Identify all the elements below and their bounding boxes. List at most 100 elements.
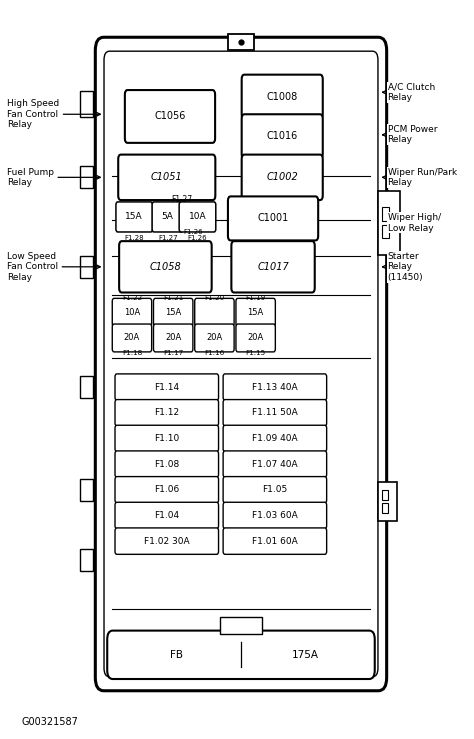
- Text: F1.16: F1.16: [204, 350, 225, 355]
- Text: PCM Power
Relay: PCM Power Relay: [383, 125, 437, 145]
- FancyBboxPatch shape: [223, 503, 327, 528]
- FancyBboxPatch shape: [231, 241, 315, 293]
- Text: F1.21: F1.21: [163, 295, 183, 301]
- Bar: [378, 191, 401, 255]
- FancyBboxPatch shape: [223, 477, 327, 503]
- Text: Low Speed
Fan Control
Relay: Low Speed Fan Control Relay: [8, 252, 100, 282]
- Bar: [220, 617, 262, 633]
- Text: C1008: C1008: [266, 92, 298, 102]
- FancyBboxPatch shape: [118, 154, 215, 200]
- Text: F1.08: F1.08: [154, 460, 179, 469]
- Text: F1.28: F1.28: [125, 235, 144, 241]
- Text: F1.27: F1.27: [171, 195, 192, 204]
- FancyBboxPatch shape: [154, 324, 193, 352]
- FancyBboxPatch shape: [115, 503, 219, 528]
- FancyBboxPatch shape: [154, 299, 193, 326]
- Text: F1.12: F1.12: [154, 408, 179, 418]
- Text: F1.01 60A: F1.01 60A: [252, 537, 298, 545]
- FancyBboxPatch shape: [112, 324, 152, 352]
- Text: C1001: C1001: [257, 214, 289, 223]
- FancyBboxPatch shape: [115, 374, 219, 401]
- Text: F1.13 40A: F1.13 40A: [252, 383, 298, 392]
- FancyBboxPatch shape: [223, 528, 327, 554]
- FancyBboxPatch shape: [115, 400, 219, 426]
- Text: 15A: 15A: [165, 307, 182, 317]
- Text: 175A: 175A: [292, 650, 319, 660]
- Text: C1051: C1051: [151, 172, 182, 183]
- FancyBboxPatch shape: [179, 202, 216, 232]
- Text: Wiper High/
Low Relay: Wiper High/ Low Relay: [388, 213, 441, 233]
- FancyBboxPatch shape: [236, 324, 275, 352]
- FancyBboxPatch shape: [236, 299, 275, 326]
- Bar: [228, 34, 254, 50]
- Text: F1.26: F1.26: [183, 228, 203, 235]
- Text: 20A: 20A: [165, 333, 182, 342]
- FancyBboxPatch shape: [223, 400, 327, 426]
- FancyBboxPatch shape: [242, 115, 323, 158]
- FancyBboxPatch shape: [107, 630, 375, 679]
- FancyBboxPatch shape: [152, 202, 183, 232]
- FancyBboxPatch shape: [115, 477, 219, 503]
- FancyBboxPatch shape: [223, 451, 327, 477]
- Text: C1002: C1002: [266, 172, 298, 183]
- Bar: [80, 479, 93, 501]
- Text: F1.19: F1.19: [246, 295, 266, 301]
- Bar: [382, 490, 388, 500]
- Text: High Speed
Fan Control
Relay: High Speed Fan Control Relay: [8, 99, 100, 129]
- Text: F1.04: F1.04: [154, 511, 179, 520]
- Bar: [80, 549, 93, 571]
- Text: 10A: 10A: [124, 307, 140, 317]
- Text: F1.17: F1.17: [163, 350, 183, 355]
- Text: 20A: 20A: [247, 333, 264, 342]
- Text: F1.02 30A: F1.02 30A: [144, 537, 190, 545]
- Text: F1.03 60A: F1.03 60A: [252, 511, 298, 520]
- FancyBboxPatch shape: [125, 90, 215, 143]
- Text: 15A: 15A: [126, 212, 143, 222]
- Text: A/C Clutch
Relay: A/C Clutch Relay: [383, 83, 435, 102]
- Text: 15A: 15A: [247, 307, 264, 317]
- FancyBboxPatch shape: [112, 299, 152, 326]
- Bar: [382, 208, 390, 221]
- Bar: [80, 256, 93, 278]
- Bar: [382, 503, 388, 514]
- Bar: [378, 483, 397, 520]
- Text: F1.10: F1.10: [154, 434, 179, 443]
- FancyBboxPatch shape: [119, 241, 212, 293]
- Text: C1016: C1016: [266, 132, 298, 141]
- Text: F1.07 40A: F1.07 40A: [252, 460, 298, 469]
- Text: Wiper Run/Park
Relay: Wiper Run/Park Relay: [383, 168, 457, 187]
- Text: F1.18: F1.18: [122, 350, 142, 355]
- FancyBboxPatch shape: [223, 374, 327, 401]
- Text: F1.09 40A: F1.09 40A: [252, 434, 298, 443]
- FancyBboxPatch shape: [242, 154, 323, 200]
- Text: 10A: 10A: [189, 212, 206, 222]
- Text: C1017: C1017: [257, 262, 289, 272]
- Text: C1058: C1058: [149, 262, 181, 272]
- Text: 20A: 20A: [124, 333, 140, 342]
- Bar: [80, 91, 93, 118]
- Text: F1.27: F1.27: [158, 235, 177, 241]
- Text: F1.11 50A: F1.11 50A: [252, 408, 298, 418]
- FancyBboxPatch shape: [116, 202, 153, 232]
- FancyBboxPatch shape: [242, 75, 323, 119]
- Text: Starter
Relay
(11450): Starter Relay (11450): [383, 252, 423, 282]
- Text: G00321587: G00321587: [21, 718, 78, 727]
- FancyBboxPatch shape: [95, 37, 387, 691]
- Text: C1056: C1056: [155, 112, 186, 121]
- Text: Fuel Pump
Relay: Fuel Pump Relay: [8, 168, 100, 187]
- Text: 5A: 5A: [162, 212, 173, 222]
- Bar: [80, 376, 93, 398]
- Text: F1.26: F1.26: [188, 235, 207, 241]
- FancyBboxPatch shape: [228, 197, 318, 240]
- FancyBboxPatch shape: [195, 324, 234, 352]
- FancyBboxPatch shape: [115, 528, 219, 554]
- Text: 20A: 20A: [206, 333, 222, 342]
- FancyBboxPatch shape: [195, 299, 234, 326]
- Text: F1.06: F1.06: [154, 486, 179, 494]
- FancyBboxPatch shape: [223, 425, 327, 452]
- FancyBboxPatch shape: [115, 425, 219, 452]
- Text: F1.20: F1.20: [204, 295, 225, 301]
- Bar: [80, 166, 93, 188]
- Text: F1.22: F1.22: [122, 295, 142, 301]
- Text: F1.14: F1.14: [154, 383, 179, 392]
